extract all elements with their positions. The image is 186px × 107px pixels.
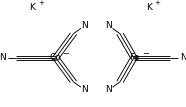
Text: N: N	[81, 21, 88, 30]
Text: K: K	[146, 3, 152, 12]
Text: Co: Co	[50, 53, 62, 62]
Text: N: N	[105, 85, 112, 94]
Text: +: +	[38, 0, 44, 6]
Text: Fe: Fe	[129, 53, 139, 62]
Text: +: +	[154, 0, 160, 6]
Text: N: N	[81, 85, 88, 94]
Text: N: N	[180, 53, 186, 62]
Text: N: N	[105, 21, 112, 30]
Text: −: −	[62, 49, 70, 58]
Text: N: N	[0, 53, 6, 62]
Text: −: −	[142, 49, 150, 58]
Text: K: K	[30, 3, 36, 12]
